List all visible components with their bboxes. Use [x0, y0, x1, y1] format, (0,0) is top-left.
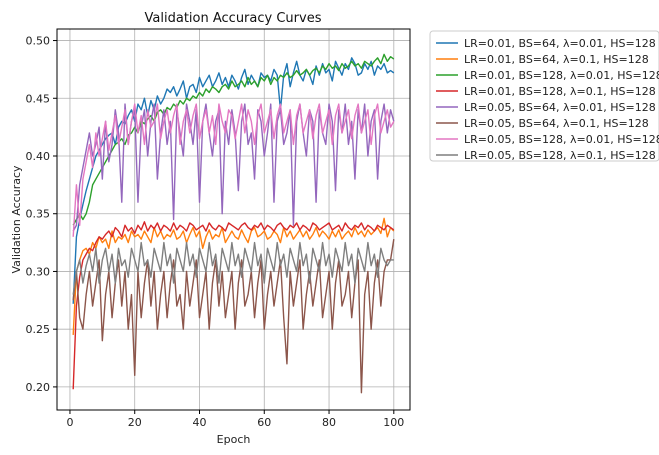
- series-line-4: [72, 221, 395, 390]
- series-line-2: [72, 217, 395, 335]
- y-tick-label: 0.40: [26, 150, 51, 163]
- legend: LR=0.01, BS=64, λ=0.01, HS=128 LR=0.01, B…: [429, 30, 659, 162]
- x-axis-label: Epoch: [217, 433, 251, 446]
- grid: [57, 29, 410, 410]
- legend-label: LR=0.01, BS=64, λ=0.1, HS=128: [464, 53, 649, 66]
- legend-frame: [429, 30, 659, 162]
- legend-label: LR=0.05, BS=128, λ=0.01, HS=128: [464, 133, 659, 146]
- y-axis-ticks: 0.20 0.25 0.30 0.35 0.40 0.45 0.50: [26, 35, 57, 394]
- x-tick-label: 20: [128, 416, 142, 429]
- series-layer: [72, 53, 395, 394]
- plot-area-frame: [56, 28, 411, 411]
- y-tick-label: 0.30: [26, 265, 51, 278]
- x-tick-label: 100: [383, 416, 404, 429]
- legend-items: LR=0.01, BS=64, λ=0.01, HS=128 LR=0.01, B…: [436, 37, 659, 162]
- x-tick-label: 80: [322, 416, 336, 429]
- legend-label: LR=0.01, BS=128, λ=0.1, HS=128: [464, 85, 656, 98]
- series-line-6: [72, 239, 395, 394]
- y-tick-label: 0.50: [26, 35, 51, 48]
- y-tick-label: 0.35: [26, 208, 51, 221]
- legend-label: LR=0.05, BS=64, λ=0.01, HS=128: [464, 101, 656, 114]
- series-line-8: [72, 241, 394, 295]
- x-axis-ticks: 0 20 40 60 80 100: [66, 410, 404, 429]
- legend-label: LR=0.01, BS=128, λ=0.01, HS=128: [464, 69, 659, 82]
- y-tick-label: 0.45: [26, 92, 51, 105]
- y-axis-label: Validation Accuracy: [10, 165, 23, 274]
- chart-title: Validation Accuracy Curves: [145, 11, 322, 26]
- y-tick-label: 0.20: [26, 381, 51, 394]
- x-tick-label: 40: [192, 416, 206, 429]
- x-tick-label: 60: [257, 416, 271, 429]
- series-line-3: [72, 53, 395, 226]
- legend-label: LR=0.05, BS=128, λ=0.1, HS=128: [464, 149, 656, 162]
- legend-label: LR=0.01, BS=64, λ=0.01, HS=128: [464, 37, 656, 50]
- series-line-7: [72, 103, 395, 237]
- y-tick-label: 0.25: [26, 323, 51, 336]
- x-tick-label: 0: [66, 416, 73, 429]
- legend-label: LR=0.05, BS=64, λ=0.1, HS=128: [464, 117, 649, 130]
